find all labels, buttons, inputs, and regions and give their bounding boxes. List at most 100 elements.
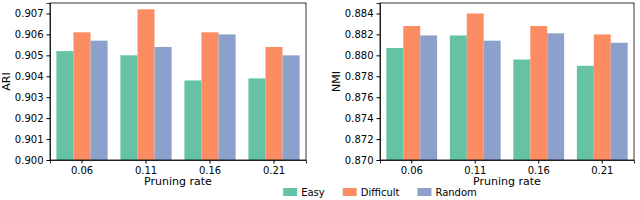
- x-tick-mark: [538, 160, 539, 164]
- y-tick-label: 0.872: [345, 134, 374, 145]
- y-tick-label: 0.905: [15, 50, 44, 61]
- y-tick-label: 0.870: [345, 155, 374, 166]
- y-tick-label: 0.884: [345, 8, 374, 19]
- y-tick-label: 0.902: [15, 113, 44, 124]
- y-tick-label: 0.900: [15, 155, 44, 166]
- bars: [386, 13, 627, 160]
- y-axis-line: [47, 4, 51, 161]
- y-tick-label: 0.901: [15, 134, 44, 145]
- x-tick-mark: [475, 160, 476, 164]
- bar: [530, 26, 547, 160]
- bar: [386, 48, 403, 160]
- x-tick: 0.21: [591, 160, 613, 176]
- legend-item: Difficult: [343, 187, 400, 198]
- bar: [513, 60, 530, 160]
- y-tick: 0.874: [345, 113, 380, 124]
- y-axis-line: [377, 4, 381, 161]
- bar: [201, 32, 218, 160]
- y-tick: 0.907: [15, 8, 50, 19]
- y-tick: 0.902: [15, 113, 50, 124]
- x-tick: 0.06: [401, 160, 423, 176]
- legend-swatch: [283, 188, 297, 196]
- bar: [137, 9, 154, 160]
- x-tick: 0.11: [464, 160, 486, 176]
- x-tick-label: 0.21: [591, 165, 613, 176]
- bar: [73, 32, 90, 160]
- x-tick-label: 0.06: [71, 165, 93, 176]
- y-axis-title: ARI: [0, 72, 13, 90]
- bar: [484, 41, 501, 160]
- y-tick-mark: [47, 97, 51, 98]
- bar: [467, 13, 484, 160]
- bar: [184, 80, 201, 160]
- bar: [450, 35, 467, 160]
- y-tick-mark: [377, 97, 381, 98]
- bar: [403, 26, 420, 160]
- y-axis-title: NMI: [330, 71, 343, 92]
- bar: [577, 66, 594, 160]
- legend-label: Difficult: [361, 187, 400, 198]
- y-tick-mark: [47, 34, 51, 35]
- y-tick-mark: [377, 160, 381, 161]
- chart: 0.870 0.872 0.874 0.876 0.878 0.880 0.882 0.884…: [330, 3, 635, 188]
- y-tick: 0.870: [345, 155, 380, 166]
- legend: EasyDifficultRandom: [283, 187, 477, 198]
- y-tick-label: 0.878: [345, 71, 374, 82]
- x-tick-label: 0.11: [464, 165, 486, 176]
- y-tick: 0.906: [15, 29, 50, 40]
- bar: [248, 78, 265, 160]
- y-tick: 0.900: [15, 155, 50, 166]
- y-tick-mark: [47, 55, 51, 56]
- x-tick-mark: [146, 160, 147, 164]
- y-axis: 0.900 0.901 0.902 0.903 0.904 0.905 0.906 0.907: [15, 4, 51, 166]
- legend-swatch: [417, 188, 431, 196]
- y-tick-mark: [377, 13, 381, 14]
- y-tick-mark: [47, 118, 51, 119]
- bar: [611, 43, 628, 160]
- y-axis: 0.870 0.872 0.874 0.876 0.878 0.880 0.882 0.884: [345, 4, 381, 166]
- y-tick: 0.878: [345, 71, 380, 82]
- x-axis-title: Pruning rate: [473, 175, 541, 188]
- y-tick: 0.904: [15, 71, 50, 82]
- x-tick-mark: [274, 160, 275, 164]
- bar: [56, 51, 73, 160]
- y-tick: 0.884: [345, 8, 380, 19]
- figure: 0.900 0.901 0.902 0.903 0.904 0.905 0.906 0.907…: [0, 0, 640, 200]
- x-tick: 0.11: [135, 160, 157, 176]
- y-tick: 0.876: [345, 92, 380, 103]
- x-axis: 0.060.110.160.21: [51, 160, 307, 176]
- y-tick-mark: [377, 76, 381, 77]
- y-tick-label: 0.874: [345, 113, 374, 124]
- bar: [219, 34, 236, 160]
- bar: [155, 47, 172, 160]
- x-tick-mark: [602, 160, 603, 164]
- y-tick-label: 0.876: [345, 92, 374, 103]
- y-tick-label: 0.907: [15, 8, 44, 19]
- y-tick: 0.903: [15, 92, 50, 103]
- legend-label: Random: [435, 187, 476, 198]
- y-tick: 0.882: [345, 29, 380, 40]
- legend-swatch: [343, 188, 357, 196]
- x-axis-title: Pruning rate: [144, 175, 212, 188]
- y-tick: 0.880: [345, 50, 380, 61]
- x-axis: 0.06 0.11 0.16 0.21: [381, 160, 635, 176]
- y-tick-label: 0.903: [15, 92, 44, 103]
- x-axis-line: [51, 161, 307, 164]
- x-tick-label: 0.11: [135, 165, 157, 176]
- bar: [594, 34, 611, 160]
- y-tick-mark: [377, 55, 381, 56]
- bar: [91, 41, 108, 160]
- x-tick: 0.16: [528, 160, 550, 176]
- legend-item: Random: [417, 187, 476, 198]
- y-tick-mark: [377, 118, 381, 119]
- bar: [265, 47, 282, 160]
- y-tick-label: 0.906: [15, 29, 44, 40]
- y-tick-mark: [377, 34, 381, 35]
- y-tick-mark: [377, 139, 381, 140]
- x-tick-label: 0.16: [199, 165, 221, 176]
- x-tick-label: 0.06: [401, 165, 423, 176]
- plot-frame: [50, 3, 306, 160]
- y-tick-mark: [47, 160, 51, 161]
- y-tick-label: 0.880: [345, 50, 374, 61]
- bar: [547, 33, 564, 160]
